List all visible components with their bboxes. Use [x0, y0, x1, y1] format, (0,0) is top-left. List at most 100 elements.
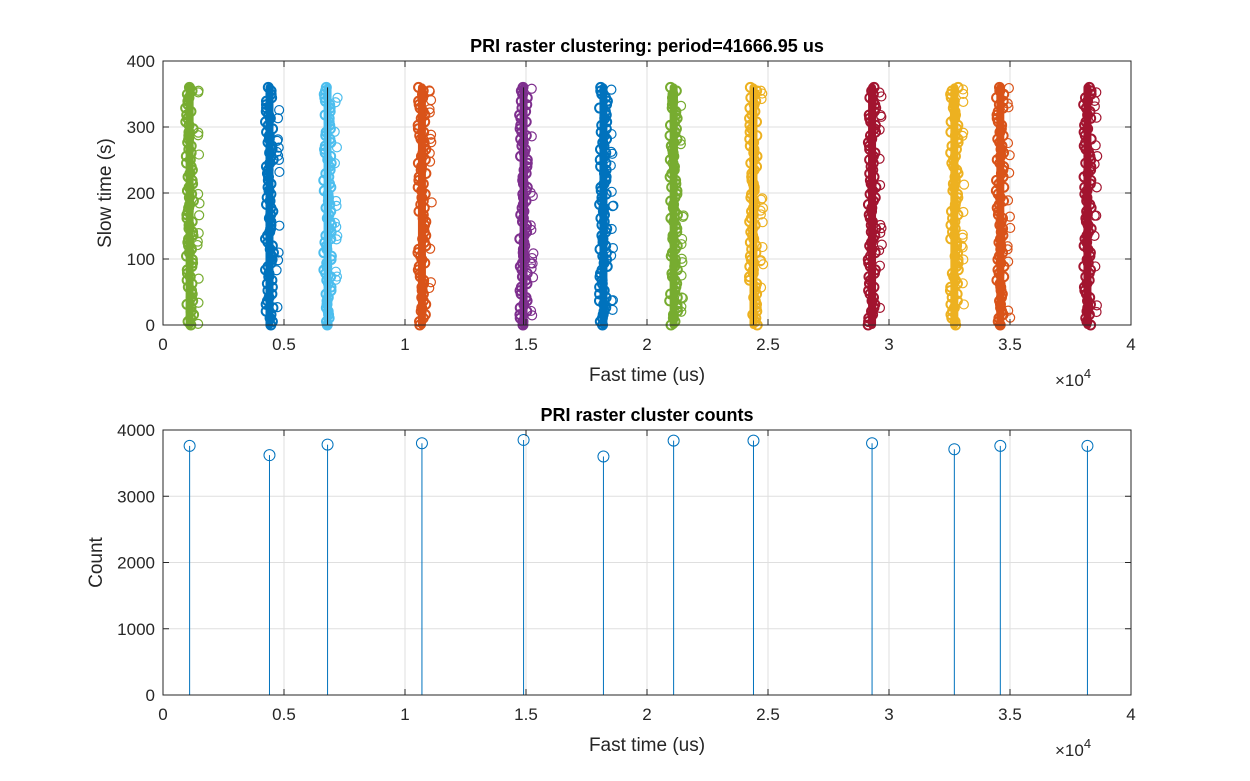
- raster-outlier: [607, 304, 618, 315]
- raster-cluster: [664, 81, 689, 331]
- raster-outlier: [273, 247, 284, 258]
- raster-cluster-band: [996, 83, 1005, 330]
- raster-outlier: [755, 205, 766, 216]
- raster-outlier: [193, 85, 204, 96]
- raster-outlier: [755, 282, 767, 293]
- raster-outlier: [1089, 230, 1100, 242]
- raster-outlier: [525, 220, 536, 231]
- raster-outlier: [1091, 306, 1102, 318]
- raster-x-label: Fast time (us): [589, 365, 705, 386]
- counts-axes: 0 0.5 1 1.5 2 2.5 3 3.5 4 0 1000 2000 3000 4000 PRI r…: [86, 405, 1136, 760]
- raster-outlier: [956, 240, 967, 251]
- raster-outlier: [272, 135, 283, 146]
- raster-cluster-band: [599, 83, 608, 330]
- raster-outlier: [526, 224, 537, 235]
- counts-x-exponent-base: ×10: [1055, 741, 1084, 760]
- raster-outlier: [606, 186, 617, 197]
- raster-outlier: [425, 243, 436, 254]
- raster-cluster: [743, 81, 769, 331]
- raster-outlier: [957, 229, 968, 240]
- raster-outlier: [193, 188, 204, 200]
- raster-outlier: [274, 104, 285, 116]
- raster-outlier: [958, 206, 969, 218]
- raster-outlier: [330, 97, 341, 108]
- raster-outlier: [193, 273, 204, 284]
- raster-outlier: [677, 257, 688, 268]
- raster-outlier: [424, 86, 435, 97]
- count-marker: [183, 439, 196, 452]
- raster-outlier: [1004, 167, 1015, 178]
- raster-outlier: [958, 179, 970, 190]
- raster-cluster-band: [265, 83, 274, 330]
- raster-outlier: [874, 302, 886, 313]
- raster-outlier: [274, 166, 285, 178]
- raster-outlier: [330, 195, 342, 207]
- raster-outlier: [676, 253, 687, 264]
- raster-outlier: [606, 146, 617, 157]
- raster-outlier: [756, 93, 767, 105]
- counts-x-tick-label: 2: [642, 705, 651, 724]
- raster-outlier: [605, 160, 616, 171]
- raster-outlier: [525, 258, 536, 269]
- raster-y-tick-label: 200: [127, 184, 155, 203]
- raster-outlier: [756, 194, 767, 205]
- raster-cluster-band: [1083, 83, 1092, 330]
- count-marker: [415, 437, 428, 450]
- raster-outlier: [678, 210, 689, 221]
- raster-outlier: [1003, 256, 1014, 267]
- count-marker: [321, 438, 334, 451]
- raster-axes: 0 0.5 1 1.5 2 2.5 3 3.5 4 0 100 200 300 400 PRI raste…: [95, 36, 1136, 390]
- raster-outlier: [874, 180, 886, 191]
- raster-outlier: [606, 84, 617, 95]
- raster-outlier: [874, 260, 885, 271]
- counts-x-label: Fast time (us): [589, 735, 705, 756]
- raster-data: [180, 81, 1103, 331]
- raster-outlier: [875, 219, 886, 231]
- raster-outlier: [329, 126, 340, 137]
- count-marker: [994, 439, 1007, 452]
- raster-outlier: [272, 113, 284, 124]
- raster-outlier: [527, 272, 539, 283]
- raster-outlier: [874, 153, 885, 164]
- raster-outlier: [1090, 261, 1101, 272]
- count-marker: [1081, 439, 1094, 452]
- raster-outlier: [271, 146, 282, 158]
- raster-cluster: [412, 81, 437, 331]
- raster-outlier: [755, 85, 766, 96]
- raster-x-tick-label: 1.5: [514, 335, 538, 354]
- raster-outlier: [957, 130, 968, 141]
- counts-y-tick-label: 0: [146, 686, 155, 705]
- raster-outlier: [606, 128, 617, 140]
- raster-outlier: [755, 256, 766, 267]
- raster-outlier: [272, 302, 283, 313]
- raster-outlier: [958, 88, 969, 99]
- counts-grid: [162, 429, 1132, 696]
- raster-x-exponent: ×104: [1055, 366, 1091, 390]
- counts-y-tick-label: 2000: [117, 554, 155, 573]
- raster-outlier: [958, 299, 969, 310]
- raster-outlier: [675, 135, 686, 146]
- raster-outlier: [194, 198, 205, 209]
- raster-outlier: [757, 193, 768, 204]
- raster-cluster: [944, 81, 970, 331]
- raster-cluster-band: [950, 83, 959, 330]
- raster-outlier: [755, 209, 766, 220]
- raster-outlier: [425, 95, 437, 106]
- raster-outlier: [1003, 305, 1014, 316]
- raster-outlier: [675, 139, 686, 150]
- raster-cluster: [990, 81, 1016, 331]
- raster-outlier: [271, 265, 282, 276]
- raster-outlier: [192, 239, 203, 251]
- count-marker: [667, 434, 680, 447]
- raster-outlier: [757, 202, 769, 214]
- raster-outlier: [675, 100, 687, 112]
- raster-outlier: [1003, 82, 1014, 94]
- count-marker: [597, 450, 610, 463]
- raster-cluster: [514, 81, 539, 331]
- raster-outlier: [607, 243, 619, 254]
- raster-outlier: [331, 221, 342, 233]
- raster-y-tick-label: 300: [127, 118, 155, 137]
- raster-y-tick-label: 100: [127, 250, 155, 269]
- raster-outlier: [527, 190, 538, 202]
